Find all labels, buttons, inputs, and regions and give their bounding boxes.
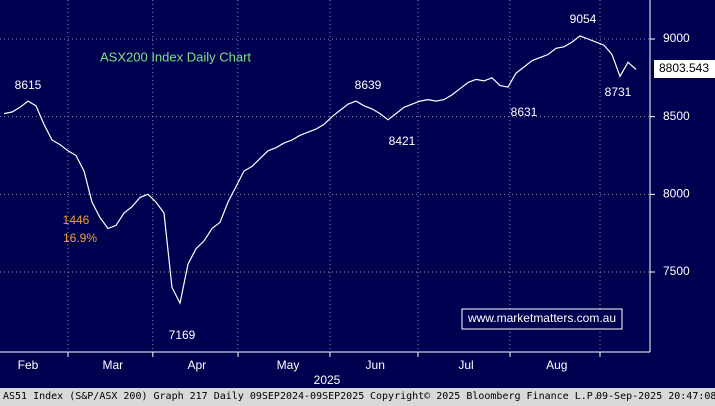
footer-right: 09-Sep-2025 20:47:08: [596, 391, 715, 402]
x-tick-label: Mar: [102, 358, 123, 372]
watermark-box: [461, 308, 623, 330]
watermark: www.marketmatters.com.au: [467, 311, 616, 325]
annotation: 8615: [15, 78, 42, 92]
x-tick-label: Jun: [366, 358, 385, 372]
annotation: 16.9%: [63, 231, 97, 245]
annotation: 8631: [511, 105, 538, 119]
annotation: 8731: [605, 85, 632, 99]
x-tick-label: Apr: [187, 358, 206, 372]
footer-middle: Copyright© 2025 Bloomberg Finance L.P.: [370, 391, 599, 402]
chart-title: ASX200 Index Daily Chart: [100, 49, 251, 64]
x-tick-label: Feb: [18, 358, 39, 372]
annotation: 7169: [169, 328, 196, 342]
chart: ASX200 Index Daily Chart 2025 8615 7169 …: [0, 0, 715, 387]
y-tick-label: 8500: [663, 109, 690, 123]
footer: AS51 Index (S&P/ASX 200) Graph 217 Daily…: [0, 388, 715, 406]
annotation: 1446: [63, 213, 90, 227]
annotation: 8421: [389, 134, 416, 148]
y-tick-label: 9000: [663, 31, 690, 45]
annotation: 9054: [570, 12, 597, 26]
x-tick-label: Aug: [546, 358, 567, 372]
x-tick-label: Jul: [458, 358, 473, 372]
x-tick-label: May: [277, 358, 300, 372]
annotation: 8639: [355, 78, 382, 92]
last-price-box: [654, 60, 715, 78]
y-tick-label: 7500: [663, 264, 690, 278]
y-tick-label: 8000: [663, 187, 690, 201]
last-price: 8803.543: [659, 61, 709, 75]
price-line: [3, 35, 637, 305]
x-axis-label: 2025: [314, 373, 341, 387]
footer-left: AS51 Index (S&P/ASX 200) Graph 217 Daily…: [3, 391, 365, 402]
